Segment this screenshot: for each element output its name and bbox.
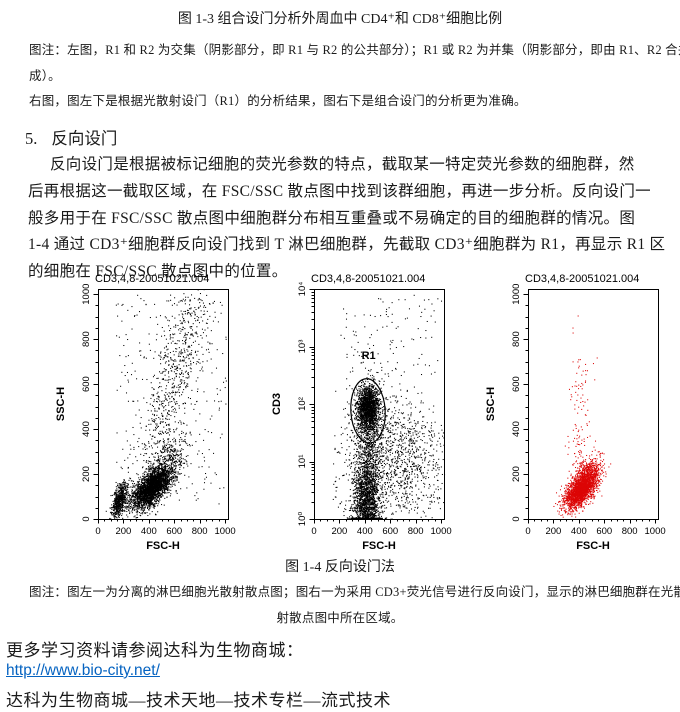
scatter-plot-fsc-cd3-with-r1-gate (256, 267, 470, 557)
figure-1-3-caption: 图 1-3 组合设门分析外周血中 CD4⁺和 CD8⁺细胞比例 (177, 12, 503, 27)
scatter-plot-middle-canvas (256, 267, 470, 557)
body-paragraph-line-3: 般多用于在 FSC/SSC 散点图中细胞群分布相互重叠或不易确定的目的细胞群的情… (28, 210, 636, 227)
section-heading: 5. 反向设门 (25, 125, 117, 149)
figure-1-4-note-line-1: 图注：图左一为分离的淋巴细胞光散射散点图；图右一为采用 CD3+荧光信号进行反向… (29, 585, 680, 599)
footer-breadcrumb-text: 达科为生物商城—技术天地—技术专栏—流式技术 (6, 691, 391, 710)
scatter-plot-fsc-ssc-backgated (470, 267, 680, 557)
bio-city-link[interactable]: http://www.bio-city.net/ (6, 662, 160, 679)
scatter-plot-right-canvas (470, 267, 680, 557)
scatter-plot-fsc-ssc-all-events (40, 267, 254, 557)
body-paragraph-line-1: 反向设门是根据被标记细胞的荧光参数的特点，截取某一特定荧光参数的细胞群，然 (50, 156, 635, 173)
body-paragraph-line-2: 后再根据这一截取区域，在 FSC/SSC 散点图中找到该群细胞，再进一步分析。反… (28, 183, 651, 200)
scatter-plot-left-canvas (40, 267, 254, 557)
figure-1-4-note-line-2: 射散点图中所在区域。 (276, 611, 404, 625)
figure-1-3-note-line-3: 右图，图左下是根据光散射设门（R1）的分析结果，图右下是组合设门的分析更为准确。 (29, 94, 527, 108)
body-paragraph-line-4: 1-4 通过 CD3⁺细胞群反向设门找到 T 淋巴细胞群，先截取 CD3⁺细胞群… (28, 236, 666, 253)
section-number: 5. (25, 129, 38, 148)
section-title: 反向设门 (51, 129, 118, 148)
figure-1-3-note-line-2: 成）。 (29, 69, 61, 83)
figure-1-4-caption: 图 1-4 反向设门法 (285, 560, 395, 575)
figure-1-3-note-line-1: 图注：左图，R1 和 R2 为交集（阴影部分，即 R1 与 R2 的公共部分）；… (29, 43, 680, 57)
footer-more-info-text: 更多学习资料请参阅达科为生物商城： (6, 641, 304, 660)
